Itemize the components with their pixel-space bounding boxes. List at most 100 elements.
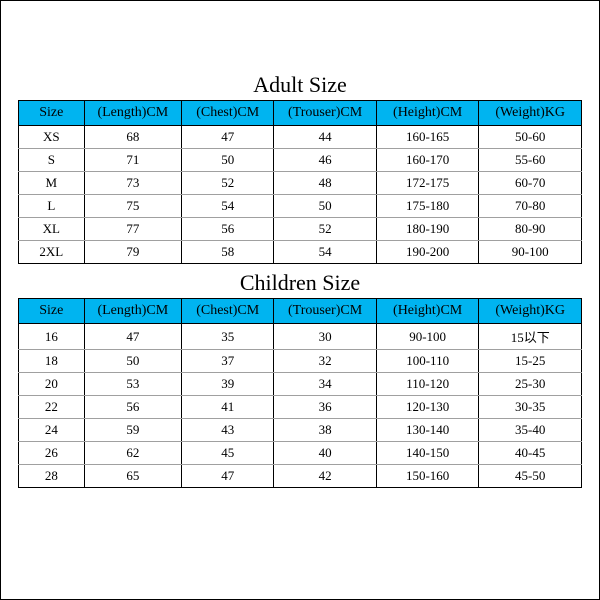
children-tbody: 16 47 35 30 90-100 15以下 18 50 37 32 100-…	[19, 324, 582, 488]
cell: 26	[19, 442, 85, 465]
cell: 40	[274, 442, 377, 465]
cell: 20	[19, 373, 85, 396]
cell: 55-60	[479, 149, 582, 172]
cell: 50	[274, 195, 377, 218]
cell: 140-150	[376, 442, 479, 465]
cell: 22	[19, 396, 85, 419]
cell: 44	[274, 126, 377, 149]
table-row: 20 53 39 34 110-120 25-30	[19, 373, 582, 396]
cell: 59	[84, 419, 181, 442]
cell: 16	[19, 324, 85, 350]
cell: 70-80	[479, 195, 582, 218]
col-weight: (Weight)KG	[479, 101, 582, 126]
table-row: 24 59 43 38 130-140 35-40	[19, 419, 582, 442]
col-chest: (Chest)CM	[182, 299, 274, 324]
cell: 180-190	[376, 218, 479, 241]
table-row: XS 68 47 44 160-165 50-60	[19, 126, 582, 149]
cell: 46	[274, 149, 377, 172]
cell: 48	[274, 172, 377, 195]
col-length: (Length)CM	[84, 101, 181, 126]
col-chest: (Chest)CM	[182, 101, 274, 126]
cell: 77	[84, 218, 181, 241]
cell: 34	[274, 373, 377, 396]
cell: 18	[19, 350, 85, 373]
col-height: (Height)CM	[376, 299, 479, 324]
col-trouser: (Trouser)CM	[274, 101, 377, 126]
table-row: L 75 54 50 175-180 70-80	[19, 195, 582, 218]
adult-size-table: Size (Length)CM (Chest)CM (Trouser)CM (H…	[18, 100, 582, 264]
cell: 65	[84, 465, 181, 488]
cell: 37	[182, 350, 274, 373]
cell: 175-180	[376, 195, 479, 218]
children-size-title: Children Size	[18, 270, 582, 296]
cell: 54	[274, 241, 377, 264]
cell: 160-165	[376, 126, 479, 149]
cell: 47	[84, 324, 181, 350]
cell: 54	[182, 195, 274, 218]
cell: 35-40	[479, 419, 582, 442]
cell: 172-175	[376, 172, 479, 195]
cell: 25-30	[479, 373, 582, 396]
table-row: 26 62 45 40 140-150 40-45	[19, 442, 582, 465]
table-row: XL 77 56 52 180-190 80-90	[19, 218, 582, 241]
cell: 2XL	[19, 241, 85, 264]
cell: 32	[274, 350, 377, 373]
cell: 75	[84, 195, 181, 218]
cell: 15-25	[479, 350, 582, 373]
cell: 39	[182, 373, 274, 396]
cell: 40-45	[479, 442, 582, 465]
cell: 50-60	[479, 126, 582, 149]
cell: 52	[182, 172, 274, 195]
cell: M	[19, 172, 85, 195]
cell: 35	[182, 324, 274, 350]
cell: 62	[84, 442, 181, 465]
cell: 56	[182, 218, 274, 241]
cell: S	[19, 149, 85, 172]
col-size: Size	[19, 299, 85, 324]
cell: 80-90	[479, 218, 582, 241]
cell: 100-110	[376, 350, 479, 373]
cell: 150-160	[376, 465, 479, 488]
size-chart-page: Adult Size Size (Length)CM (Chest)CM (Tr…	[0, 0, 600, 600]
table-row: 16 47 35 30 90-100 15以下	[19, 324, 582, 350]
cell: 60-70	[479, 172, 582, 195]
cell: 43	[182, 419, 274, 442]
cell: 45-50	[479, 465, 582, 488]
cell: 30	[274, 324, 377, 350]
cell: 45	[182, 442, 274, 465]
cell: 47	[182, 126, 274, 149]
cell: 130-140	[376, 419, 479, 442]
cell: 160-170	[376, 149, 479, 172]
table-row: 2XL 79 58 54 190-200 90-100	[19, 241, 582, 264]
adult-tbody: XS 68 47 44 160-165 50-60 S 71 50 46 160…	[19, 126, 582, 264]
col-length: (Length)CM	[84, 299, 181, 324]
cell: 52	[274, 218, 377, 241]
table-row: 28 65 47 42 150-160 45-50	[19, 465, 582, 488]
col-weight: (Weight)KG	[479, 299, 582, 324]
cell: 28	[19, 465, 85, 488]
cell: 50	[84, 350, 181, 373]
table-row: M 73 52 48 172-175 60-70	[19, 172, 582, 195]
col-trouser: (Trouser)CM	[274, 299, 377, 324]
cell: 90-100	[376, 324, 479, 350]
cell: XL	[19, 218, 85, 241]
cell: 53	[84, 373, 181, 396]
cell: 71	[84, 149, 181, 172]
cell: 50	[182, 149, 274, 172]
cell: 120-130	[376, 396, 479, 419]
children-size-table: Size (Length)CM (Chest)CM (Trouser)CM (H…	[18, 298, 582, 488]
cell: 79	[84, 241, 181, 264]
table-row: S 71 50 46 160-170 55-60	[19, 149, 582, 172]
cell: 38	[274, 419, 377, 442]
cell: 15以下	[479, 324, 582, 350]
cell: XS	[19, 126, 85, 149]
adult-size-title: Adult Size	[18, 72, 582, 98]
cell: 110-120	[376, 373, 479, 396]
cell: 41	[182, 396, 274, 419]
cell: 73	[84, 172, 181, 195]
cell: 42	[274, 465, 377, 488]
col-size: Size	[19, 101, 85, 126]
cell: 47	[182, 465, 274, 488]
cell: 24	[19, 419, 85, 442]
cell: 58	[182, 241, 274, 264]
